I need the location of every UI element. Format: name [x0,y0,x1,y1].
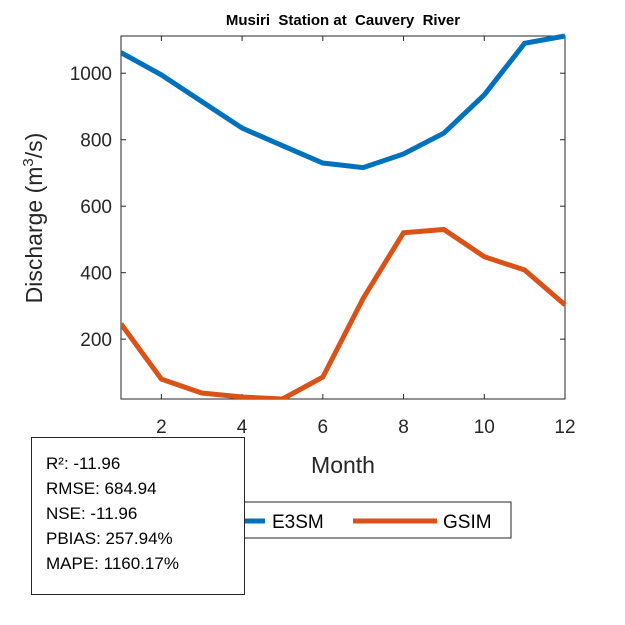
legend-label-e3sm: E3SM [272,512,324,533]
y-axis-label-sup: 3 [20,158,37,166]
y-axis-label: Discharge (m3/s) [20,133,47,304]
y-axis-label-prefix: Discharge (m [21,167,47,304]
x-tick-label: 12 [554,417,575,438]
stats-r2: R²: -11.96 [46,454,121,473]
stats-pbias: PBIAS: 257.94% [46,529,173,548]
y-tick-label: 600 [80,197,112,218]
legend-label-gsim: GSIM [443,512,492,533]
y-tick-label: 800 [80,131,112,152]
y-tick-label: 200 [80,330,112,351]
x-tick-label: 6 [318,417,329,438]
x-tick-label: 10 [474,417,495,438]
x-tick-label: 2 [156,417,167,438]
stats-rmse: RMSE: 684.94 [46,479,157,498]
axes-box [120,35,566,400]
series-line-gsim [121,226,567,399]
x-tick-label: 8 [398,417,409,438]
y-tick-label: 1000 [70,64,112,85]
x-tick-label: 4 [237,417,248,438]
y-axis-label-suffix: /s) [21,133,47,159]
stats-annotation-box: R²: -11.96 RMSE: 684.94 NSE: -11.96 PBIA… [31,437,245,595]
y-tick-label: 400 [80,264,112,285]
stats-mape: MAPE: 1160.17% [46,554,179,573]
stats-nse: NSE: -11.96 [46,504,138,523]
x-axis-label: Month [311,452,375,478]
plot-area: 2 4 6 8 10 12 200 400 600 800 1000 [70,33,576,438]
series-line-e3sm [121,33,566,171]
chart-title: Musiri Station at Cauvery River [226,12,460,29]
